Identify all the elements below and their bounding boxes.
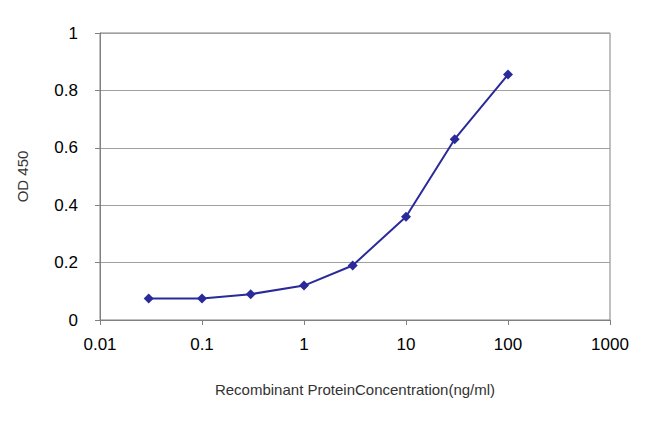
svg-text:0.6: 0.6 (54, 138, 78, 157)
svg-text:0.4: 0.4 (54, 196, 78, 215)
svg-text:0: 0 (69, 311, 78, 330)
svg-text:1: 1 (299, 335, 308, 354)
svg-text:0.1: 0.1 (190, 335, 214, 354)
svg-text:0.8: 0.8 (54, 81, 78, 100)
svg-text:Recombinant ProteinConcentrati: Recombinant ProteinConcentration(ng/ml) (215, 381, 495, 398)
svg-text:0.01: 0.01 (83, 335, 116, 354)
svg-text:10: 10 (397, 335, 416, 354)
svg-text:100: 100 (494, 335, 522, 354)
svg-text:1000: 1000 (591, 335, 629, 354)
svg-text:1: 1 (69, 24, 78, 43)
svg-text:OD 450: OD 450 (14, 151, 31, 203)
svg-text:0.2: 0.2 (54, 253, 78, 272)
